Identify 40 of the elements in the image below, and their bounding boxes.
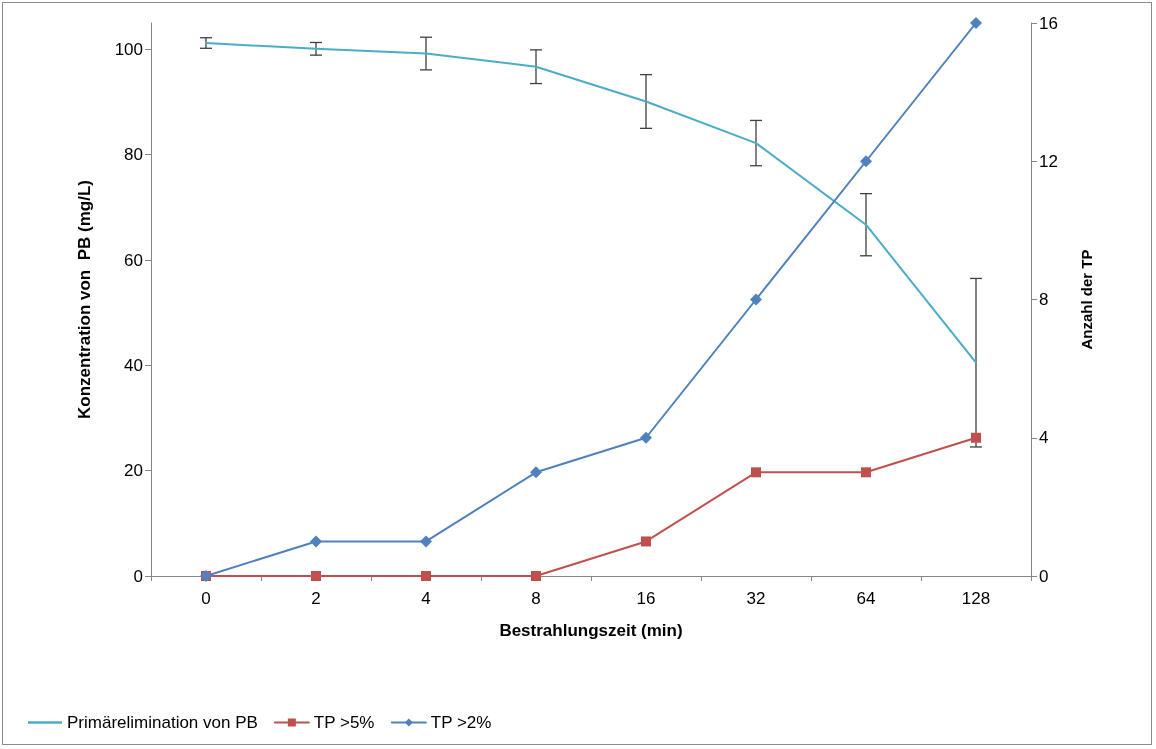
- point: [970, 17, 982, 29]
- x-axis-title: Bestrahlungszeit (min): [499, 621, 683, 640]
- y-tick-label: 60: [124, 250, 143, 270]
- point: [971, 432, 981, 443]
- point: [531, 571, 541, 581]
- point: [861, 467, 871, 478]
- x-tick-label: 4: [421, 589, 431, 608]
- point: [530, 466, 542, 479]
- y2-tick-label: 8: [1039, 290, 1049, 309]
- point: [751, 467, 761, 478]
- point: [420, 535, 432, 548]
- y-tick-label: 0: [133, 566, 143, 586]
- point: [640, 431, 652, 444]
- point: [860, 155, 872, 168]
- y2-tick-label: 16: [1039, 13, 1058, 33]
- line-series: [205, 42, 977, 364]
- point: [750, 293, 762, 306]
- legend-label: Primärelimination von PB: [67, 713, 258, 732]
- x-tick-label: 0: [201, 589, 211, 608]
- point: [311, 571, 321, 581]
- y-tick-label: 40: [124, 355, 143, 375]
- y-tick-label: 20: [124, 461, 143, 481]
- point: [421, 571, 431, 581]
- legend-label: TP >5%: [313, 713, 375, 732]
- y2-tick-label: 12: [1039, 151, 1058, 171]
- x-tick-label: 8: [531, 589, 541, 608]
- x-tick-label: 16: [636, 589, 656, 608]
- point: [310, 535, 322, 548]
- y-tick-label: 80: [124, 145, 143, 165]
- x-tick-label: 64: [856, 589, 876, 608]
- y2-tick-label: 4: [1039, 428, 1049, 448]
- x-tick-label: 32: [746, 589, 766, 608]
- point: [641, 536, 651, 547]
- y2-axis-title: Anzahl der TP: [1078, 249, 1095, 350]
- legend-label: TP >2%: [430, 713, 492, 732]
- y-tick-label: 100: [114, 39, 143, 59]
- y-axis-title: Konzentration von PB (mg/L): [75, 180, 94, 419]
- x-tick-label: 2: [311, 589, 321, 608]
- x-tick-label: 128: [961, 589, 991, 608]
- y2-tick-label: 0: [1039, 566, 1049, 586]
